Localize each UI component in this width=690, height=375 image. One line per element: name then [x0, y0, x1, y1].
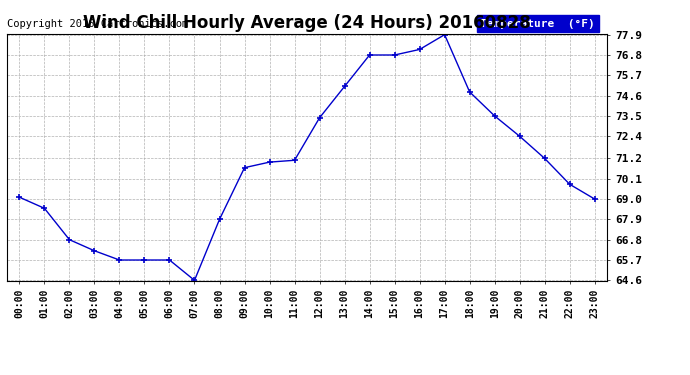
Text: Copyright 2016 Cartronics.com: Copyright 2016 Cartronics.com — [7, 19, 188, 29]
Text: Temperature  (°F): Temperature (°F) — [480, 19, 595, 29]
Title: Wind Chill Hourly Average (24 Hours) 20160828: Wind Chill Hourly Average (24 Hours) 201… — [83, 14, 531, 32]
